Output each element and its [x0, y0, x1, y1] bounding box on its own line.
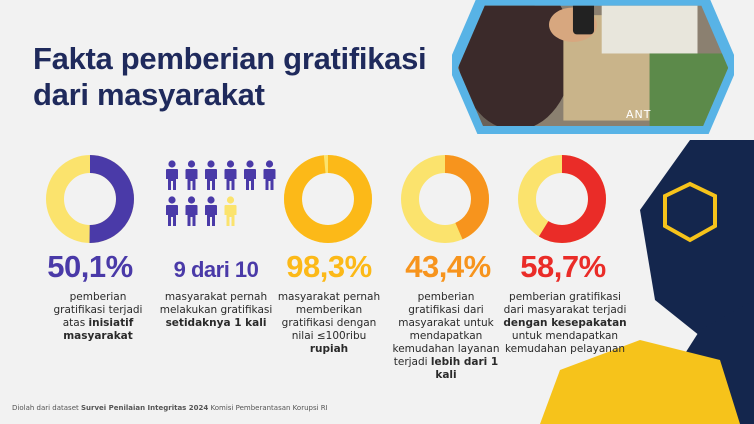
stat-value-2: 9 dari 10 — [173, 257, 259, 282]
title-line-1: Fakta pemberian gratifikasi — [33, 41, 427, 76]
person-icon — [185, 160, 198, 190]
title-line-2: dari masyarakat — [33, 77, 265, 112]
photo-hexagon — [452, 0, 734, 134]
people-icon-grid — [166, 160, 276, 226]
stat-value-3: 98,3% — [286, 249, 372, 284]
source-footnote: Diolah dari dataset Survei Penilaian Int… — [12, 404, 328, 412]
person-icon — [205, 196, 217, 226]
person-icon — [263, 160, 276, 190]
person-icon — [224, 160, 237, 190]
person-icon — [166, 160, 178, 190]
stat-description-4: pemberian gratifikasi dari masyarakat un… — [392, 291, 500, 381]
outline-hexagon-shape — [663, 181, 717, 243]
stat-value-1: 50,1% — [47, 249, 133, 284]
stat-value-5: 58,7% — [520, 249, 606, 284]
stat-value-4: 43,4% — [405, 249, 491, 284]
donut-value-arc-4 — [401, 155, 489, 243]
page-title: Fakta pemberian gratifikasi dari masyara… — [33, 41, 453, 113]
stat-description-2: masyarakat pernah melakukan gratifikasi … — [159, 291, 273, 329]
person-icon — [166, 196, 178, 226]
person-icon — [224, 196, 237, 226]
person-icon — [185, 196, 198, 226]
person-icon — [244, 160, 256, 190]
donut-value-arc-3 — [284, 155, 372, 243]
donut-chart-5 — [518, 155, 606, 243]
donut-chart-3 — [284, 155, 372, 243]
donut-value-arc-5 — [518, 155, 606, 243]
photo-watermark: ANT — [626, 108, 652, 121]
donut-value-arc-1 — [46, 155, 134, 243]
person-icon — [205, 160, 217, 190]
stat-description-1: pemberian gratifikasi terjadi atas inisi… — [53, 291, 143, 342]
yellow-bottom-shape — [540, 340, 740, 424]
navy-hexagon-shape — [640, 140, 754, 340]
stat-description-3: masyarakat pernah memberikan gratifikasi… — [277, 291, 381, 355]
stat-description-5: pemberian gratifikasi dari masyarakat te… — [503, 291, 627, 355]
donut-chart-4 — [401, 155, 489, 243]
donut-chart-1 — [46, 155, 134, 243]
